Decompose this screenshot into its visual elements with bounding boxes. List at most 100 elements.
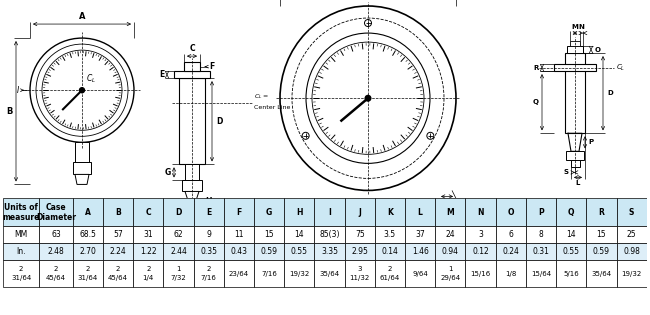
Bar: [586, 243, 617, 261]
Bar: [3, 226, 39, 243]
Bar: [163, 243, 194, 261]
Bar: [496, 243, 526, 261]
Text: 75: 75: [355, 231, 365, 239]
Bar: [103, 226, 133, 243]
Bar: [284, 261, 315, 287]
Text: A: A: [79, 12, 85, 21]
Bar: [465, 226, 496, 243]
Bar: [224, 226, 254, 243]
Text: N: N: [477, 208, 484, 217]
Text: 0.35: 0.35: [200, 248, 217, 256]
Text: G: G: [266, 208, 272, 217]
Bar: [194, 243, 224, 261]
Text: 2.70: 2.70: [79, 248, 96, 256]
Bar: [405, 226, 436, 243]
Bar: [39, 226, 73, 243]
Text: 23/64: 23/64: [229, 271, 249, 277]
Text: S: S: [629, 208, 634, 217]
Circle shape: [427, 132, 434, 139]
Text: C: C: [189, 44, 195, 53]
Bar: [556, 226, 586, 243]
Circle shape: [302, 132, 309, 139]
Text: 1/4: 1/4: [142, 275, 154, 281]
Bar: [315, 226, 344, 243]
Text: 57: 57: [113, 231, 123, 239]
Text: In.: In.: [16, 248, 26, 256]
Bar: [39, 243, 73, 261]
Text: R: R: [599, 208, 604, 217]
Text: 61/64: 61/64: [380, 275, 400, 281]
Circle shape: [312, 42, 424, 154]
Text: 19/32: 19/32: [289, 271, 309, 277]
Text: 3.35: 3.35: [321, 248, 338, 256]
Bar: [556, 198, 586, 226]
Bar: [39, 198, 73, 226]
Text: $C_L$: $C_L$: [86, 73, 96, 85]
Bar: [224, 261, 254, 287]
Bar: [465, 198, 496, 226]
Circle shape: [365, 20, 372, 26]
Text: K: K: [454, 200, 460, 209]
Text: $C_L$: $C_L$: [186, 203, 194, 212]
Text: 25: 25: [627, 231, 636, 239]
Text: 11: 11: [234, 231, 244, 239]
Bar: [3, 243, 39, 261]
Bar: [133, 243, 163, 261]
Text: 35/64: 35/64: [320, 271, 339, 277]
Bar: [133, 198, 163, 226]
Text: 3: 3: [478, 231, 483, 239]
Bar: [179, 78, 205, 164]
Text: G: G: [164, 168, 171, 177]
Bar: [73, 162, 91, 175]
Text: 7/32: 7/32: [170, 275, 187, 281]
Bar: [405, 261, 436, 287]
Circle shape: [36, 44, 128, 136]
Text: 2: 2: [146, 266, 151, 272]
Text: 2.95: 2.95: [351, 248, 368, 256]
Text: Units of
measure: Units of measure: [3, 203, 40, 222]
Bar: [617, 198, 647, 226]
Text: E: E: [159, 70, 164, 79]
Text: 31/64: 31/64: [11, 275, 31, 281]
Bar: [496, 226, 526, 243]
Bar: [570, 41, 580, 46]
Text: 0.24: 0.24: [502, 248, 519, 256]
Text: 15/64: 15/64: [531, 271, 551, 277]
Text: A: A: [85, 208, 91, 217]
Text: B: B: [6, 107, 13, 116]
Text: O: O: [595, 47, 601, 53]
Text: 14: 14: [294, 231, 304, 239]
Bar: [284, 198, 315, 226]
Bar: [73, 243, 103, 261]
Bar: [526, 261, 556, 287]
Bar: [554, 64, 596, 71]
Bar: [436, 198, 465, 226]
Text: 7/16: 7/16: [201, 275, 216, 281]
Text: 2.44: 2.44: [170, 248, 187, 256]
Bar: [194, 198, 224, 226]
Text: R: R: [534, 65, 539, 71]
Text: L: L: [418, 208, 422, 217]
Text: 68.5: 68.5: [79, 231, 96, 239]
Bar: [436, 261, 465, 287]
Bar: [194, 261, 224, 287]
Text: 8: 8: [539, 231, 543, 239]
Text: D: D: [216, 117, 222, 126]
Text: 2.24: 2.24: [110, 248, 127, 256]
Bar: [75, 142, 89, 162]
Bar: [184, 62, 200, 71]
Text: K: K: [387, 208, 393, 217]
Polygon shape: [75, 175, 89, 184]
Text: 31/64: 31/64: [78, 275, 98, 281]
Text: 14: 14: [566, 231, 576, 239]
Text: F: F: [209, 62, 215, 71]
Text: 35/64: 35/64: [592, 271, 612, 277]
Text: 2: 2: [19, 266, 23, 272]
Text: 1: 1: [176, 266, 181, 272]
Bar: [617, 226, 647, 243]
Text: 5/16: 5/16: [564, 271, 579, 277]
Text: $C_L$: $C_L$: [616, 63, 625, 73]
Bar: [315, 261, 344, 287]
Bar: [617, 243, 647, 261]
Polygon shape: [185, 192, 199, 200]
